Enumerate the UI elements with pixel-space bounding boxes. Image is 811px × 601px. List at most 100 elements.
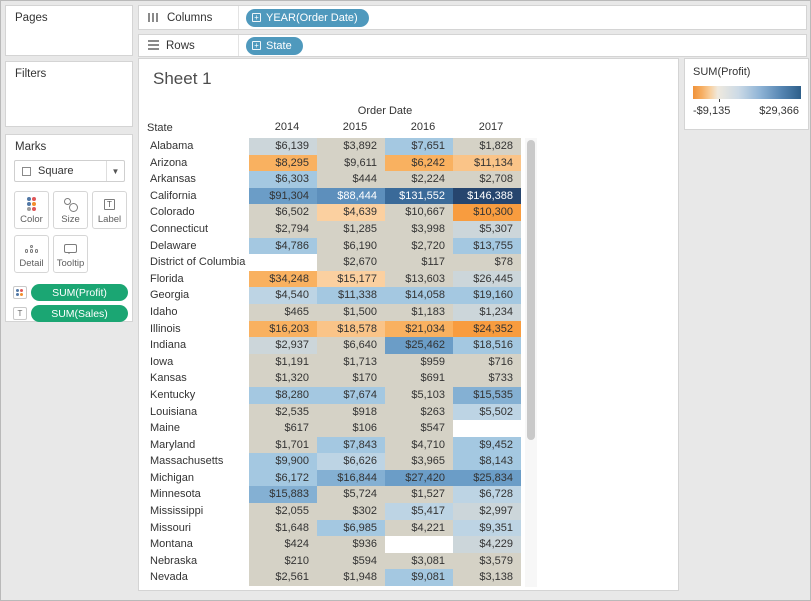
table-cell[interactable]: $3,998 — [385, 220, 453, 238]
state-row-label[interactable]: Mississippi — [143, 503, 249, 520]
table-cell[interactable]: $6,640 — [317, 337, 385, 354]
row-field-label[interactable]: State — [147, 122, 173, 134]
year-column-header[interactable]: 2014 — [274, 121, 300, 133]
table-cell[interactable]: $11,134 — [453, 154, 521, 172]
state-row-label[interactable]: Arizona — [143, 154, 249, 172]
table-cell[interactable]: $1,713 — [317, 353, 385, 371]
text-label-icon[interactable]: T — [13, 307, 27, 320]
state-row-label[interactable]: Colorado — [143, 204, 249, 221]
year-column-header[interactable]: 2017 — [478, 121, 504, 133]
state-row-label[interactable]: Georgia — [143, 287, 249, 304]
state-row-label[interactable]: District of Columbia — [143, 254, 249, 271]
vertical-scrollbar[interactable] — [525, 138, 537, 587]
state-row-label[interactable]: Connecticut — [143, 220, 249, 238]
state-row-label[interactable]: Florida — [143, 270, 249, 288]
state-row-label[interactable]: Delaware — [143, 237, 249, 255]
table-cell[interactable]: $8,143 — [453, 453, 521, 470]
table-cell[interactable]: $444 — [317, 171, 385, 188]
color-button[interactable]: Color — [14, 191, 49, 229]
table-cell[interactable]: $15,177 — [317, 270, 385, 288]
table-cell[interactable]: $547 — [385, 420, 453, 437]
table-cell[interactable]: $9,081 — [385, 569, 453, 587]
table-cell[interactable]: $88,444 — [317, 187, 385, 205]
table-cell[interactable]: $34,248 — [249, 270, 317, 288]
state-row-label[interactable]: Montana — [143, 536, 249, 553]
table-cell[interactable]: $24,352 — [453, 320, 521, 338]
table-cell[interactable]: $2,720 — [385, 237, 453, 255]
table-cell[interactable]: $9,351 — [453, 519, 521, 537]
state-row-label[interactable]: Indiana — [143, 337, 249, 354]
table-cell[interactable]: $1,648 — [249, 519, 317, 537]
table-cell[interactable]: $4,786 — [249, 237, 317, 255]
table-cell[interactable]: $15,883 — [249, 486, 317, 504]
table-cell[interactable]: $131,552 — [385, 187, 453, 205]
table-cell[interactable]: $16,203 — [249, 320, 317, 338]
plus-box-icon[interactable]: + — [252, 41, 261, 50]
plus-box-icon[interactable]: + — [252, 13, 261, 22]
table-cell[interactable]: $27,420 — [385, 469, 453, 487]
table-cell[interactable]: $78 — [453, 254, 521, 271]
table-cell[interactable]: $5,724 — [317, 486, 385, 504]
state-row-label[interactable]: Louisiana — [143, 403, 249, 421]
table-cell[interactable]: $5,307 — [453, 220, 521, 238]
table-cell[interactable]: $6,728 — [453, 486, 521, 504]
table-cell[interactable]: $26,445 — [453, 270, 521, 288]
table-cell[interactable]: $2,670 — [317, 254, 385, 271]
table-cell[interactable]: $6,985 — [317, 519, 385, 537]
sum-profit-pill[interactable]: SUM(Profit) — [31, 284, 128, 301]
table-cell[interactable]: $4,639 — [317, 204, 385, 221]
table-cell[interactable]: $25,834 — [453, 469, 521, 487]
sum-sales-pill[interactable]: SUM(Sales) — [31, 305, 128, 322]
table-cell[interactable]: $3,138 — [453, 569, 521, 587]
state-row-label[interactable]: Idaho — [143, 303, 249, 321]
table-cell[interactable] — [385, 536, 453, 553]
table-cell[interactable]: $4,229 — [453, 536, 521, 553]
column-field-label[interactable]: Order Date — [357, 105, 413, 117]
filters-shelf[interactable]: Filters — [5, 61, 133, 127]
state-row-label[interactable]: Missouri — [143, 519, 249, 537]
legend-gradient-bar[interactable] — [693, 86, 801, 99]
size-button[interactable]: Size — [53, 191, 88, 229]
table-cell[interactable]: $1,701 — [249, 436, 317, 454]
table-cell[interactable]: $210 — [249, 552, 317, 570]
table-cell[interactable]: $2,937 — [249, 337, 317, 354]
table-cell[interactable]: $6,172 — [249, 469, 317, 487]
state-row-label[interactable]: Nevada — [143, 569, 249, 587]
state-row-label[interactable]: Minnesota — [143, 486, 249, 504]
table-cell[interactable]: $4,540 — [249, 287, 317, 304]
table-cell[interactable]: $6,626 — [317, 453, 385, 470]
table-cell[interactable]: $691 — [385, 370, 453, 387]
table-cell[interactable]: $936 — [317, 536, 385, 553]
table-cell[interactable]: $13,755 — [453, 237, 521, 255]
table-cell[interactable]: $16,844 — [317, 469, 385, 487]
table-cell[interactable]: $617 — [249, 420, 317, 437]
table-cell[interactable]: $3,081 — [385, 552, 453, 570]
table-cell[interactable]: $8,295 — [249, 154, 317, 172]
year-order-date-pill[interactable]: + YEAR(Order Date) — [246, 8, 369, 27]
state-row-label[interactable]: Illinois — [143, 320, 249, 338]
table-cell[interactable]: $6,139 — [249, 138, 317, 155]
table-cell[interactable]: $1,527 — [385, 486, 453, 504]
table-cell[interactable]: $6,303 — [249, 171, 317, 188]
table-cell[interactable]: $2,794 — [249, 220, 317, 238]
state-row-label[interactable]: Iowa — [143, 353, 249, 371]
table-cell[interactable]: $1,285 — [317, 220, 385, 238]
table-cell[interactable]: $2,535 — [249, 403, 317, 421]
table-cell[interactable]: $2,224 — [385, 171, 453, 188]
table-cell[interactable]: $7,651 — [385, 138, 453, 155]
table-cell[interactable]: $25,462 — [385, 337, 453, 354]
state-row-label[interactable]: California — [143, 187, 249, 205]
table-cell[interactable]: $5,103 — [385, 386, 453, 404]
table-cell[interactable]: $146,388 — [453, 187, 521, 205]
state-row-label[interactable]: Michigan — [143, 469, 249, 487]
state-row-label[interactable]: Kentucky — [143, 386, 249, 404]
table-cell[interactable]: $106 — [317, 420, 385, 437]
state-row-label[interactable]: Alabama — [143, 138, 249, 155]
table-cell[interactable]: $11,338 — [317, 287, 385, 304]
tooltip-button[interactable]: Tooltip — [53, 235, 88, 273]
table-cell[interactable]: $7,674 — [317, 386, 385, 404]
table-cell[interactable]: $1,191 — [249, 353, 317, 371]
table-cell[interactable]: $10,300 — [453, 204, 521, 221]
state-row-label[interactable]: Maine — [143, 420, 249, 437]
table-cell[interactable]: $1,234 — [453, 303, 521, 321]
